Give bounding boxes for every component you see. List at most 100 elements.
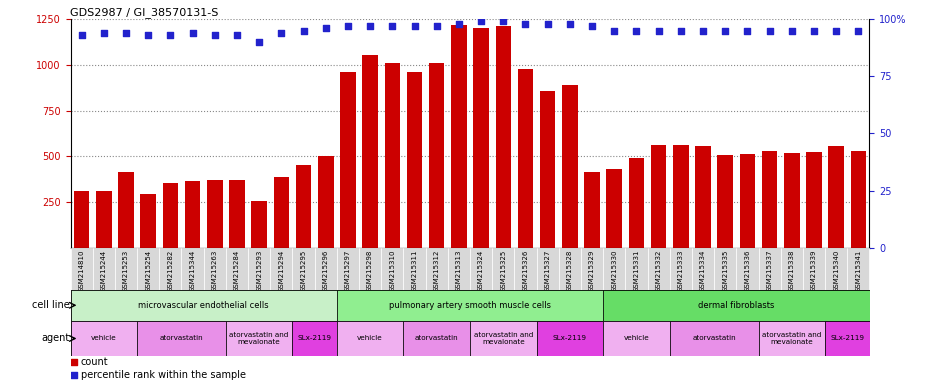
Text: atorvastatin: atorvastatin [693, 336, 736, 341]
Bar [603, 290, 870, 321]
Point [163, 32, 178, 38]
Bar [470, 321, 537, 356]
Bar [185, 181, 200, 248]
Bar [70, 321, 137, 356]
Point [363, 23, 378, 29]
Bar [781, 248, 803, 290]
Bar [669, 248, 692, 290]
Bar [274, 177, 290, 248]
Text: GSM215282: GSM215282 [167, 250, 173, 292]
Bar [825, 321, 870, 356]
Bar [736, 248, 759, 290]
Text: GSM215344: GSM215344 [190, 250, 196, 292]
Bar [140, 194, 156, 248]
Point [673, 28, 688, 34]
Point [784, 28, 799, 34]
Text: GSM215253: GSM215253 [123, 250, 129, 292]
Point [118, 30, 133, 36]
Text: GSM215310: GSM215310 [389, 250, 396, 292]
Bar [403, 321, 470, 356]
Text: GSM215254: GSM215254 [145, 250, 151, 292]
Bar [537, 248, 558, 290]
Point [252, 39, 267, 45]
Text: GSM215331: GSM215331 [634, 250, 639, 292]
Text: percentile rank within the sample: percentile rank within the sample [81, 371, 246, 381]
Text: GSM215313: GSM215313 [456, 250, 462, 292]
Text: GSM215324: GSM215324 [478, 250, 484, 292]
Text: atorvastatin and
mevalonate: atorvastatin and mevalonate [229, 332, 289, 345]
Text: GSM215244: GSM215244 [101, 250, 107, 292]
Text: GDS2987 / GI_38570131-S: GDS2987 / GI_38570131-S [70, 7, 219, 18]
Bar [181, 248, 204, 290]
Text: dermal fibroblasts: dermal fibroblasts [698, 301, 775, 310]
Bar [382, 248, 403, 290]
Bar [118, 172, 133, 248]
Bar [585, 172, 600, 248]
Bar [784, 152, 800, 248]
Bar [226, 248, 248, 290]
Bar [447, 248, 470, 290]
Text: SLx-2119: SLx-2119 [298, 336, 332, 341]
Text: GSM215338: GSM215338 [789, 250, 795, 292]
Point [451, 21, 466, 27]
Bar [70, 290, 337, 321]
Bar [650, 145, 666, 248]
Bar [74, 191, 89, 248]
Point [740, 28, 755, 34]
Text: SLx-2119: SLx-2119 [553, 336, 587, 341]
Text: GSM215263: GSM215263 [212, 250, 218, 292]
Bar [514, 248, 537, 290]
Bar [714, 248, 736, 290]
Bar [825, 248, 847, 290]
Point [319, 25, 334, 31]
Text: GSM215293: GSM215293 [257, 250, 262, 292]
Point [829, 28, 844, 34]
Bar [96, 191, 112, 248]
Bar [340, 72, 355, 248]
Bar [625, 248, 648, 290]
Point [274, 30, 289, 36]
Bar [163, 183, 179, 248]
Text: GSM215297: GSM215297 [345, 250, 351, 292]
Text: GSM215325: GSM215325 [500, 250, 507, 292]
Bar [384, 63, 400, 248]
Bar [673, 145, 689, 248]
Bar [537, 321, 603, 356]
Point [407, 23, 422, 29]
Text: GSM215341: GSM215341 [855, 250, 861, 292]
Point [518, 21, 533, 27]
Bar [70, 248, 93, 290]
Bar [159, 248, 181, 290]
Bar [251, 201, 267, 248]
Point [585, 23, 600, 29]
Bar [137, 321, 226, 356]
Bar [115, 248, 137, 290]
Text: vehicle: vehicle [623, 336, 650, 341]
Bar [226, 321, 292, 356]
Text: GSM215327: GSM215327 [544, 250, 551, 292]
Text: GSM215328: GSM215328 [567, 250, 572, 292]
Text: cell line: cell line [32, 300, 70, 310]
Bar [362, 55, 378, 248]
Point [696, 28, 711, 34]
Bar [518, 70, 533, 248]
Point [540, 21, 556, 27]
Bar [292, 321, 337, 356]
Text: SLx-2119: SLx-2119 [830, 336, 864, 341]
Bar [540, 91, 556, 248]
Bar [740, 154, 755, 248]
Point [340, 23, 355, 29]
Text: atorvastatin and
mevalonate: atorvastatin and mevalonate [474, 332, 533, 345]
Text: GSM215294: GSM215294 [278, 250, 284, 292]
Bar [562, 85, 578, 248]
Point [96, 30, 111, 36]
Bar [581, 248, 603, 290]
Bar [318, 156, 334, 248]
Bar [603, 321, 670, 356]
Text: GSM215312: GSM215312 [433, 250, 440, 292]
Point [141, 32, 156, 38]
Bar [470, 248, 493, 290]
Text: GSM215284: GSM215284 [234, 250, 240, 292]
Text: GSM214810: GSM214810 [79, 250, 85, 292]
Bar [296, 164, 311, 248]
